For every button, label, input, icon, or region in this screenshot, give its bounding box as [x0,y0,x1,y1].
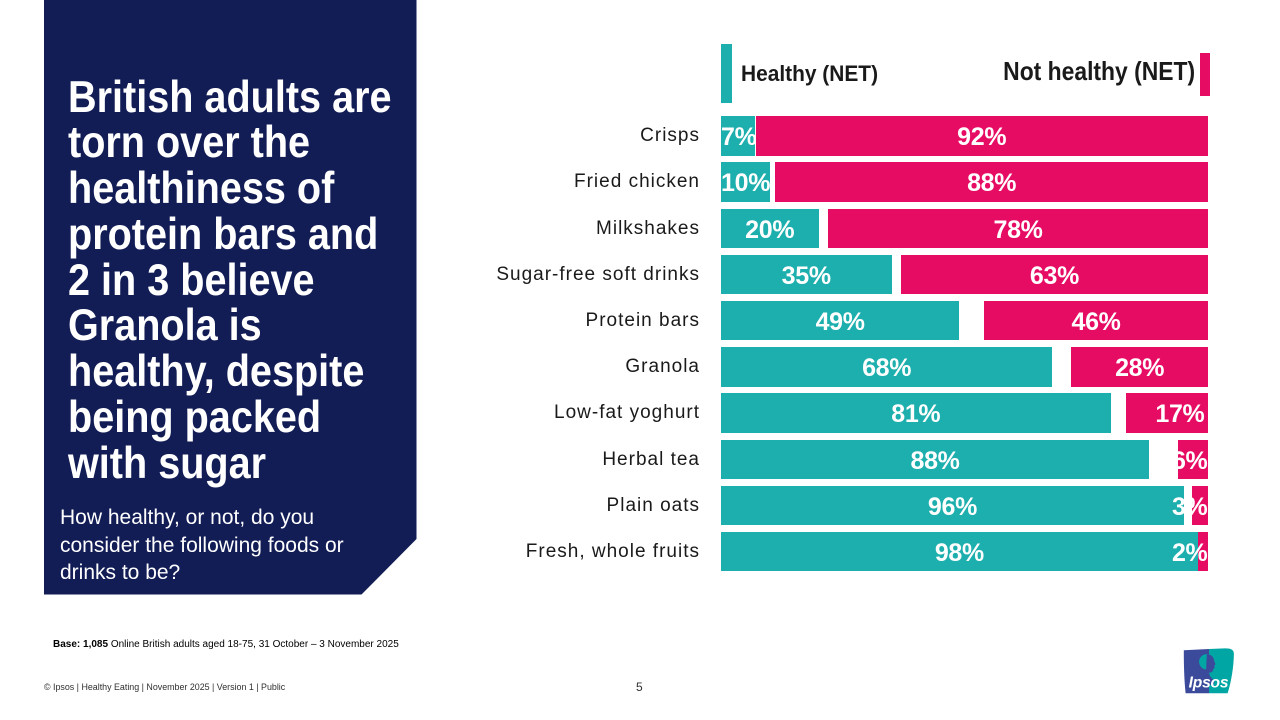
svg-text:Ipsos: Ipsos [1189,675,1229,692]
